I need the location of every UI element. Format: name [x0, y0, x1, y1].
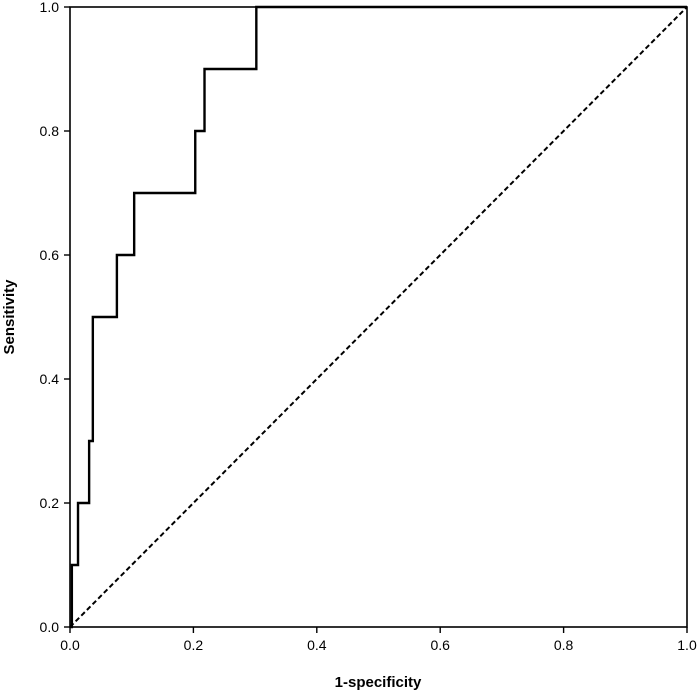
x-axis-title: 1-specificity — [335, 674, 422, 691]
y-tick-label: 1.0 — [40, 0, 60, 15]
y-tick-label: 0.0 — [40, 619, 60, 635]
x-tick-label: 0.4 — [307, 637, 327, 653]
y-tick-label: 0.4 — [40, 371, 60, 387]
x-tick-label: 0.0 — [60, 637, 80, 653]
y-tick-label: 0.2 — [40, 495, 60, 511]
roc-curve-line — [70, 5, 687, 629]
y-tick-label: 0.6 — [40, 247, 60, 263]
x-tick-label: 1.0 — [677, 637, 697, 653]
x-tick-label: 0.2 — [184, 637, 204, 653]
x-axis-ticks: 0.0 0.2 0.4 0.6 0.8 1.0 — [60, 627, 697, 653]
x-tick-label: 0.6 — [430, 637, 450, 653]
y-axis-title: Sensitivity — [1, 279, 18, 355]
series-layer — [69, 5, 688, 629]
y-tick-label: 0.8 — [40, 123, 60, 139]
x-tick-label: 0.8 — [554, 637, 574, 653]
y-axis-ticks: 0.0 0.2 0.4 0.6 0.8 1.0 — [40, 0, 70, 635]
reference-diagonal-line — [69, 6, 688, 628]
